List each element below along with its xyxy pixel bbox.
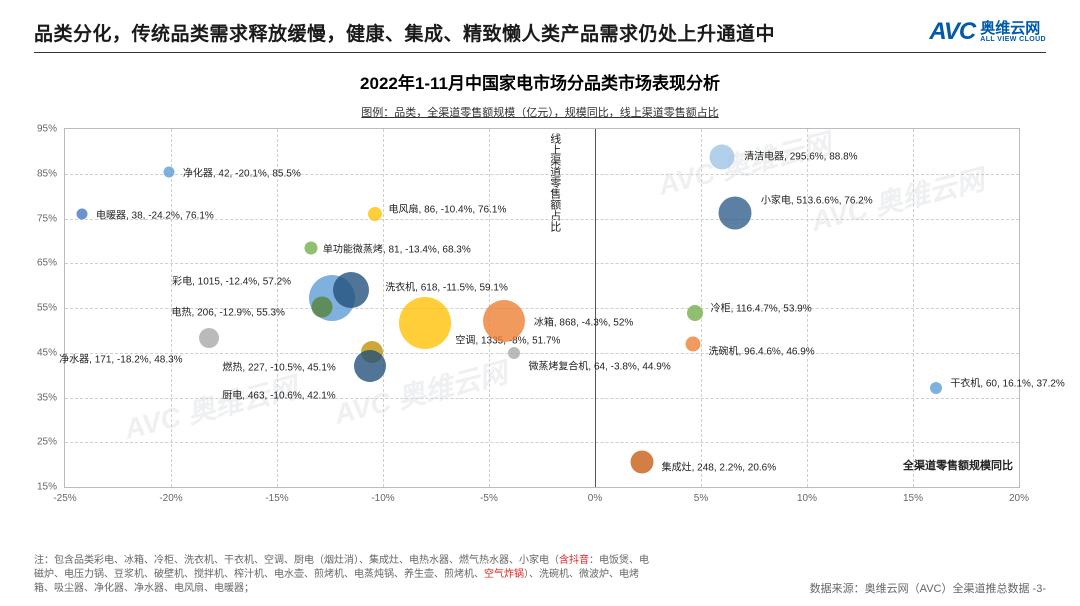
- bubble-电暖器: [76, 208, 87, 219]
- legend-note: 图例：品类，全渠道零售额规模（亿元），规模同比，线上渠道零售额占比: [0, 104, 1080, 120]
- x-tick-label: 20%: [1009, 493, 1029, 504]
- y-tick-label: 65%: [37, 258, 57, 269]
- y-tick-label: 25%: [37, 437, 57, 448]
- bubble-微蒸烤复合机: [508, 347, 520, 359]
- bubble-厨电: [354, 350, 386, 382]
- x-tick-label: -25%: [53, 493, 76, 504]
- x-tick-label: 5%: [694, 493, 708, 504]
- bubble-label-微蒸烤复合机: 微蒸烤复合机, 64, -3.8%, 44.9%: [528, 358, 670, 373]
- bubble-label-冰箱: 冰箱, 868, -4.3%, 52%: [534, 314, 634, 329]
- avc-logo-icon: AVC: [929, 18, 975, 46]
- bubble-电热: [311, 296, 332, 317]
- gridline-h: [65, 353, 1019, 354]
- y-tick-label: 95%: [37, 124, 57, 135]
- x-tick-label: -5%: [480, 493, 498, 504]
- bubble-集成灶: [630, 450, 653, 473]
- bubble-label-电热: 电热, 206, -12.9%, 55.3%: [172, 303, 285, 318]
- brand-cn: 奥维云网: [980, 21, 1046, 36]
- bubble-净水器: [199, 328, 219, 348]
- footnote-red2: 空气炸锅: [484, 569, 524, 580]
- footnote-red1: 含抖音: [559, 555, 589, 566]
- bubble-label-清洁电器: 清洁电器, 295.6%, 88.8%: [744, 147, 857, 162]
- brand-en: ALL VIEW CLOUD: [980, 36, 1046, 43]
- brand-text: 奥维云网 ALL VIEW CLOUD: [980, 21, 1046, 43]
- gridline-v: [913, 129, 914, 487]
- bubble-chart: 线上渠道零售额占比 全渠道零售额规模同比 AVC 奥维云网 AVC 奥维云网 A…: [64, 128, 1020, 488]
- footnote: 注：包含品类彩电、冰箱、冷柜、洗衣机、干衣机、空调、厨电（烟灶消）、集成灶、电热…: [34, 554, 654, 596]
- divider: [34, 52, 1046, 53]
- y-tick-label: 75%: [37, 213, 57, 224]
- page-title: 品类分化，传统品类需求释放缓慢，健康、集成、精致懒人类产品需求仍处上升通道中: [34, 19, 775, 46]
- x-tick-label: 15%: [903, 493, 923, 504]
- gridline-h: [65, 442, 1019, 443]
- bubble-冷柜: [687, 305, 703, 321]
- bubble-清洁电器: [710, 144, 735, 169]
- x-tick-label: -10%: [371, 493, 394, 504]
- zero-line: [595, 129, 596, 487]
- x-tick-label: 10%: [797, 493, 817, 504]
- bubble-洗衣机: [333, 272, 369, 308]
- page-number: -3-: [1033, 583, 1046, 595]
- bubble-净化器: [163, 166, 174, 177]
- bubble-label-干衣机: 干衣机, 60, 16.1%, 37.2%: [950, 374, 1065, 389]
- source-text: 数据来源：奥维云网（AVC）全渠道推总数据: [810, 583, 1030, 595]
- y-tick-label: 35%: [37, 392, 57, 403]
- bubble-label-洗碗机: 洗碗机, 96.4.6%, 46.9%: [709, 343, 815, 358]
- gridline-v: [383, 129, 384, 487]
- y-axis-title: 线上渠道零售额占比: [547, 133, 563, 232]
- header: 品类分化，传统品类需求释放缓慢，健康、集成、精致懒人类产品需求仍处上升通道中 A…: [0, 0, 1080, 52]
- y-tick-label: 55%: [37, 303, 57, 314]
- bubble-label-厨电: 厨电, 463, -10.6%, 42.1%: [222, 386, 335, 401]
- bubble-电风扇: [368, 207, 382, 221]
- footnote-prefix: 注：包含品类彩电、冰箱、冷柜、洗衣机、干衣机、空调、厨电（烟灶消）、集成灶、电热…: [34, 555, 559, 566]
- bubble-label-燃热: 燃热, 227, -10.5%, 45.1%: [222, 359, 335, 374]
- bubble-小家电: [718, 197, 751, 230]
- x-tick-label: -20%: [159, 493, 182, 504]
- source: 数据来源：奥维云网（AVC）全渠道推总数据 -3-: [810, 580, 1046, 596]
- slide-page: 品类分化，传统品类需求释放缓慢，健康、集成、精致懒人类产品需求仍处上升通道中 A…: [0, 0, 1080, 606]
- x-axis-title: 全渠道零售额规模同比: [903, 457, 1013, 473]
- bubble-label-净化器: 净化器, 42, -20.1%, 85.5%: [183, 164, 301, 179]
- bubble-label-集成灶: 集成灶, 248, 2.2%, 20.6%: [662, 458, 777, 473]
- bubble-label-电风扇: 电风扇, 86, -10.4%, 76.1%: [389, 200, 507, 215]
- gridline-h: [65, 263, 1019, 264]
- bubble-单功能微蒸烤: [304, 242, 317, 255]
- bubble-label-小家电: 小家电, 513.6.6%, 76.2%: [761, 192, 873, 207]
- bubble-空调: [399, 297, 451, 349]
- y-tick-label: 45%: [37, 347, 57, 358]
- bubble-label-冷柜: 冷柜, 116.4.7%, 53.9%: [711, 299, 812, 314]
- y-tick-label: 15%: [37, 482, 57, 493]
- watermark-1: AVC 奥维云网: [120, 366, 301, 448]
- bubble-洗碗机: [685, 337, 700, 352]
- footer: 注：包含品类彩电、冰箱、冷柜、洗衣机、干衣机、空调、厨电（烟灶消）、集成灶、电热…: [34, 554, 1046, 596]
- x-tick-label: -15%: [265, 493, 288, 504]
- bubble-label-彩电: 彩电, 1015, -12.4%, 57.2%: [172, 273, 291, 288]
- bubble-label-单功能微蒸烤: 单功能微蒸烤, 81, -13.4%, 68.3%: [323, 241, 471, 256]
- bubble-label-电暖器: 电暖器, 38, -24.2%, 76.1%: [96, 206, 214, 221]
- bubble-冰箱: [483, 300, 525, 342]
- bubble-干衣机: [930, 382, 942, 394]
- bubble-label-洗衣机: 洗衣机, 618, -11.5%, 59.1%: [385, 278, 508, 293]
- brand-logo-block: AVC 奥维云网 ALL VIEW CLOUD: [929, 18, 1046, 46]
- y-tick-label: 85%: [37, 168, 57, 179]
- chart-title: 2022年1-11月中国家电市场分品类市场表现分析: [0, 69, 1080, 94]
- x-tick-label: 0%: [588, 493, 602, 504]
- bubble-label-净水器: 净水器, 171, -18.2%, 48.3%: [59, 350, 182, 365]
- gridline-h: [65, 398, 1019, 399]
